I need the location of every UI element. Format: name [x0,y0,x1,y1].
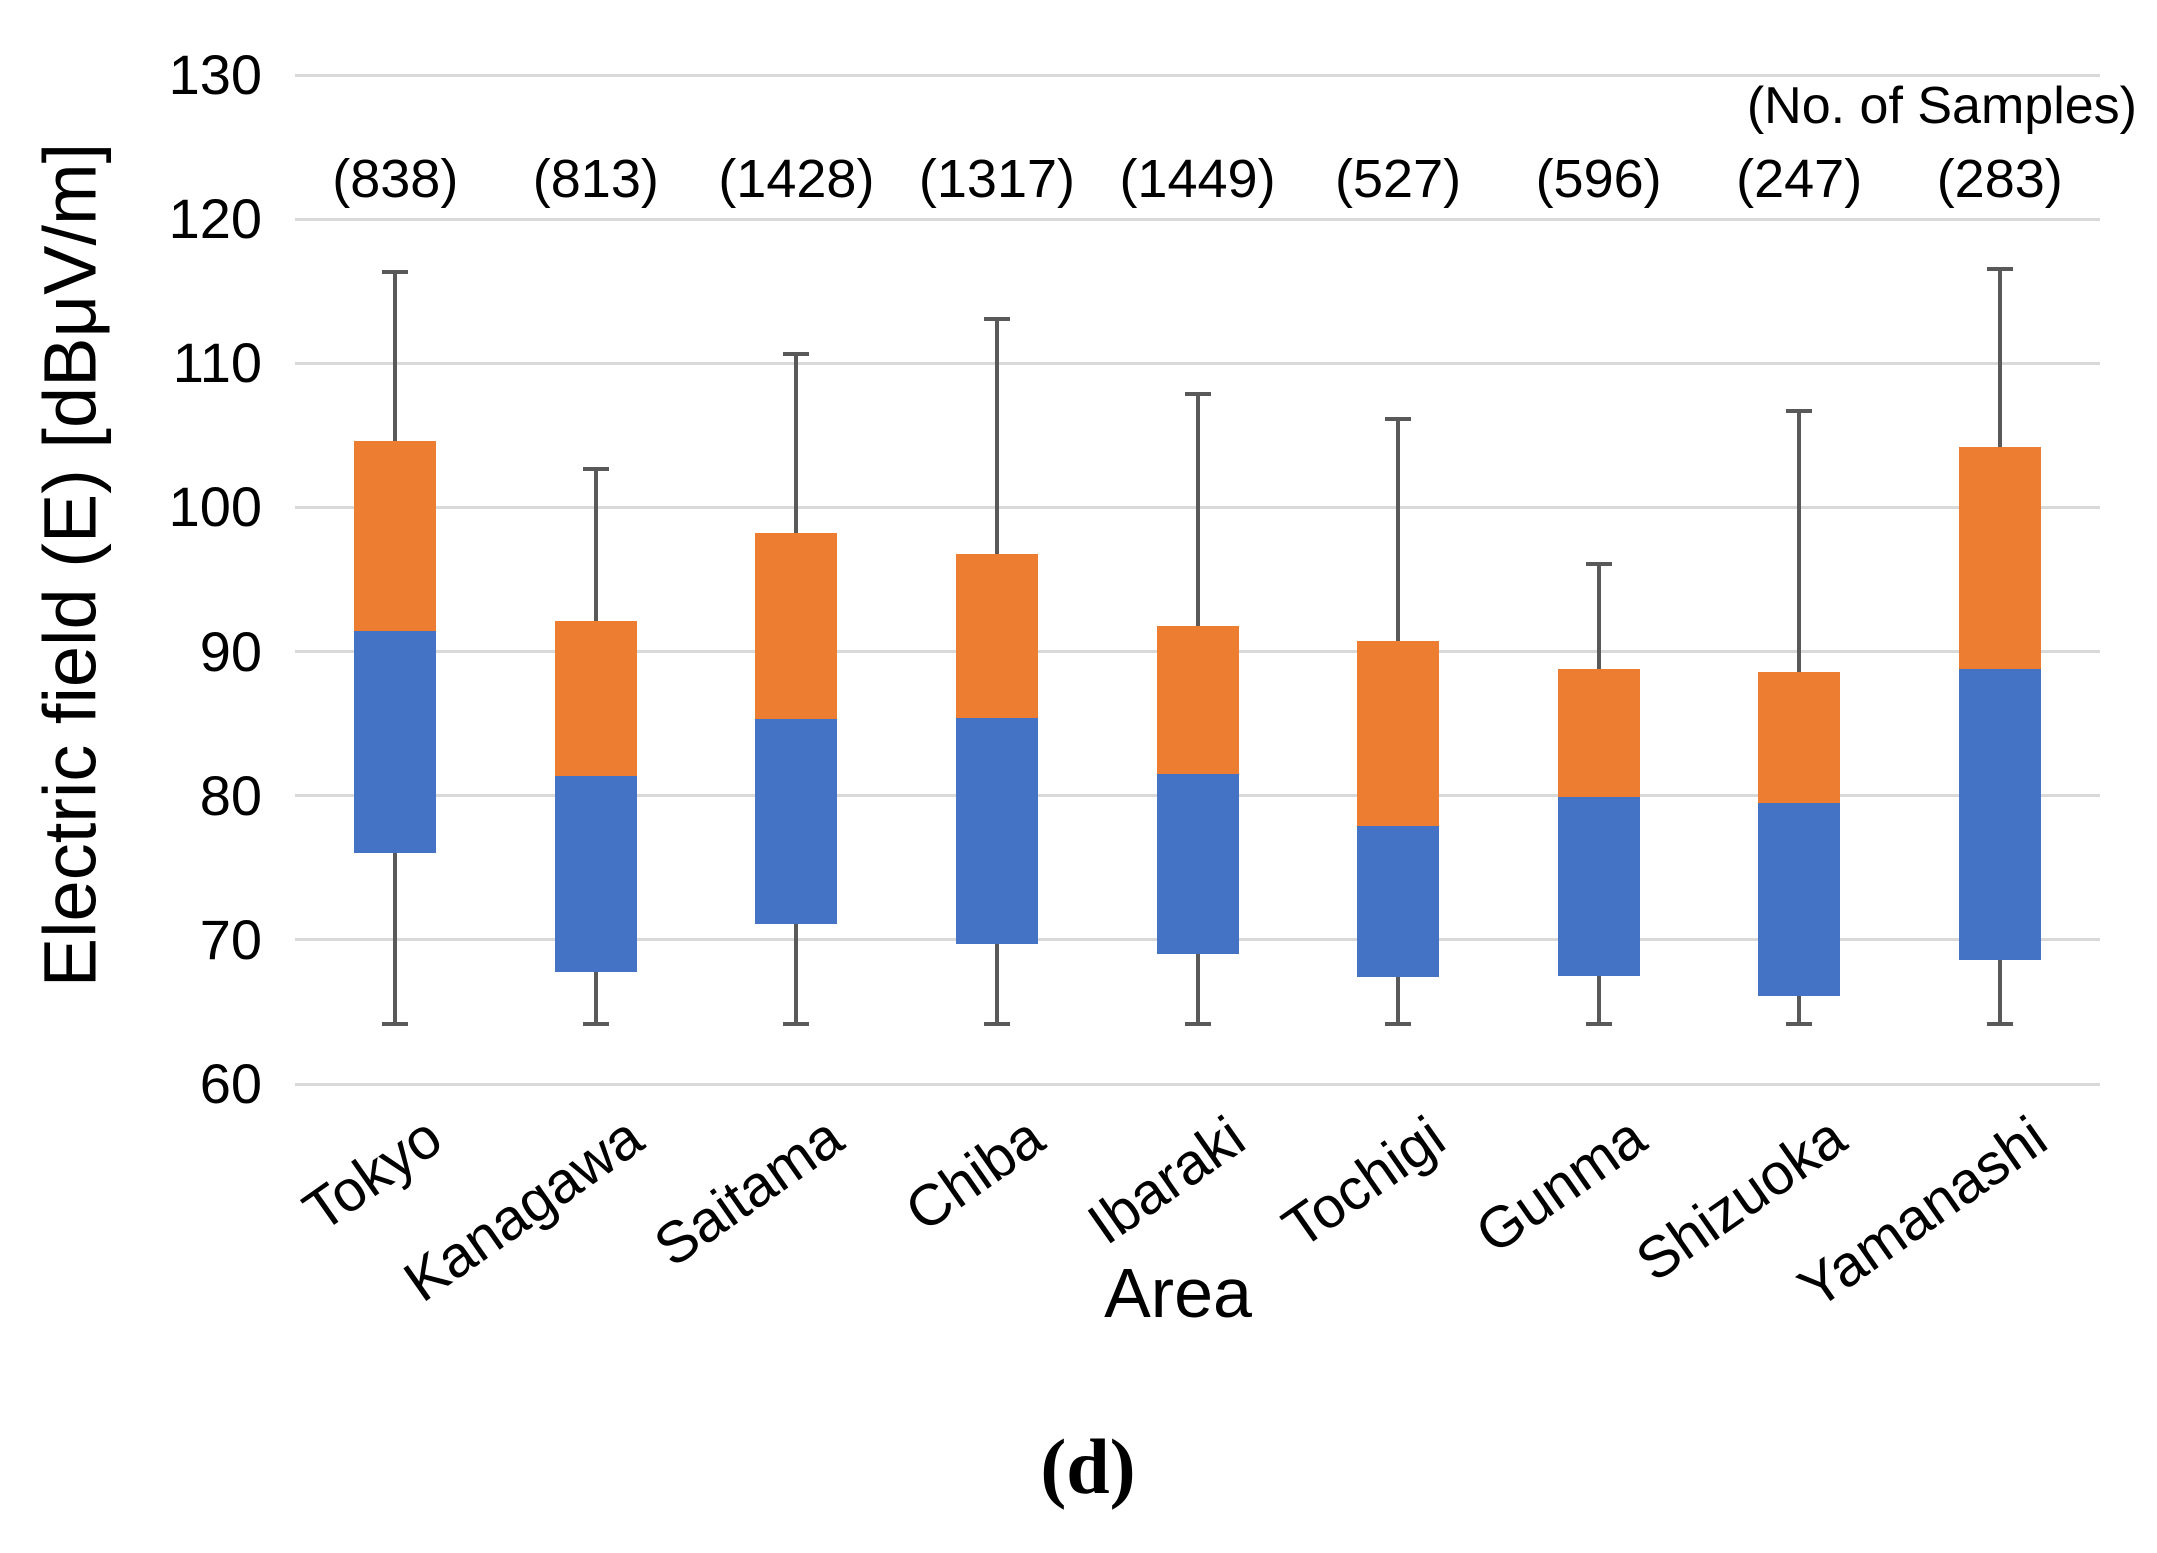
whisker-cap-bottom-chiba [983,1022,1010,1027]
whisker-cap-bottom-saitama [783,1022,810,1027]
x-tick-label-ibaraki: Ibaraki [1075,1103,1256,1258]
whisker-cap-bottom-ibaraki [1184,1022,1211,1027]
whisker-cap-bottom-yamanashi [1986,1022,2013,1027]
y-tick-label-70: 70 [199,907,262,971]
box-upper-kanagawa [554,621,637,776]
plot-area [295,73,2100,1086]
gridline-110 [295,361,2100,365]
box-upper-yamanashi [1958,446,2041,669]
whisker-cap-bottom-tochigi [1385,1022,1412,1027]
whisker-cap-bottom-gunma [1585,1022,1612,1027]
whisker-cap-bottom-tokyo [382,1022,409,1027]
x-tick-label-tochigi: Tochigi [1271,1103,1457,1261]
y-tick-label-60: 60 [199,1052,262,1115]
box-lower-tochigi [1357,825,1440,978]
sample-count-gunma: (596) [1535,149,1662,209]
y-tick-label-120: 120 [168,187,262,251]
sample-count-kanagawa: (813) [532,149,659,209]
whisker-cap-top-ibaraki [1184,392,1211,397]
box-lower-ibaraki [1156,774,1239,955]
samples-annotation: (No. of Samples) [1746,77,2137,135]
sample-count-tochigi: (527) [1335,149,1462,209]
x-axis-title: Area [1104,1254,1252,1332]
whisker-cap-top-tochigi [1385,416,1412,421]
box-upper-shizuoka [1758,671,1841,803]
box-upper-ibaraki [1156,625,1239,775]
box-upper-tokyo [354,441,437,632]
box-lower-saitama [755,719,838,924]
box-upper-tochigi [1357,641,1440,826]
whisker-cap-top-kanagawa [582,467,609,472]
figure-caption: (d) [1040,1423,1136,1510]
x-tick-label-tokyo: Tokyo [292,1103,454,1245]
box-lower-yamanashi [1958,668,2041,961]
whisker-cap-bottom-kanagawa [582,1022,609,1027]
box-lower-shizuoka [1758,802,1841,997]
box-lower-tokyo [354,631,437,854]
whisker-cap-top-gunma [1585,562,1612,567]
y-tick-label-130: 130 [168,43,262,106]
whisker-cap-top-shizuoka [1786,409,1813,414]
whisker-cap-top-saitama [783,351,810,356]
sample-count-ibaraki: (1449) [1119,149,1276,209]
sample-count-chiba: (1317) [918,149,1075,209]
y-tick-label-100: 100 [168,475,262,539]
whisker-cap-top-chiba [983,317,1010,322]
box-lower-kanagawa [554,775,637,972]
sample-count-shizuoka: (247) [1736,149,1863,209]
sample-count-yamanashi: (283) [1936,149,2063,209]
y-tick-label-110: 110 [172,331,262,395]
box-lower-chiba [955,717,1038,945]
sample-count-tokyo: (838) [332,149,459,209]
whisker-cap-bottom-shizuoka [1786,1022,1813,1027]
box-upper-gunma [1557,668,1640,798]
y-axis-title: Electric field (E) [dBμV/m] [28,142,112,988]
box-upper-saitama [755,533,838,720]
gridline-60 [295,1082,2100,1086]
x-tick-label-saitama: Saitama [643,1103,855,1280]
box-upper-chiba [955,553,1038,718]
box-lower-gunma [1557,797,1640,976]
whisker-cap-top-tokyo [382,269,409,274]
whisker-cap-top-yamanashi [1986,266,2013,271]
y-tick-label-80: 80 [199,763,262,827]
gridline-130 [295,73,2100,77]
y-tick-label-90: 90 [199,619,262,683]
x-tick-label-chiba: Chiba [893,1103,1056,1245]
sample-count-saitama: (1428) [718,149,875,209]
gridline-120 [295,217,2100,221]
